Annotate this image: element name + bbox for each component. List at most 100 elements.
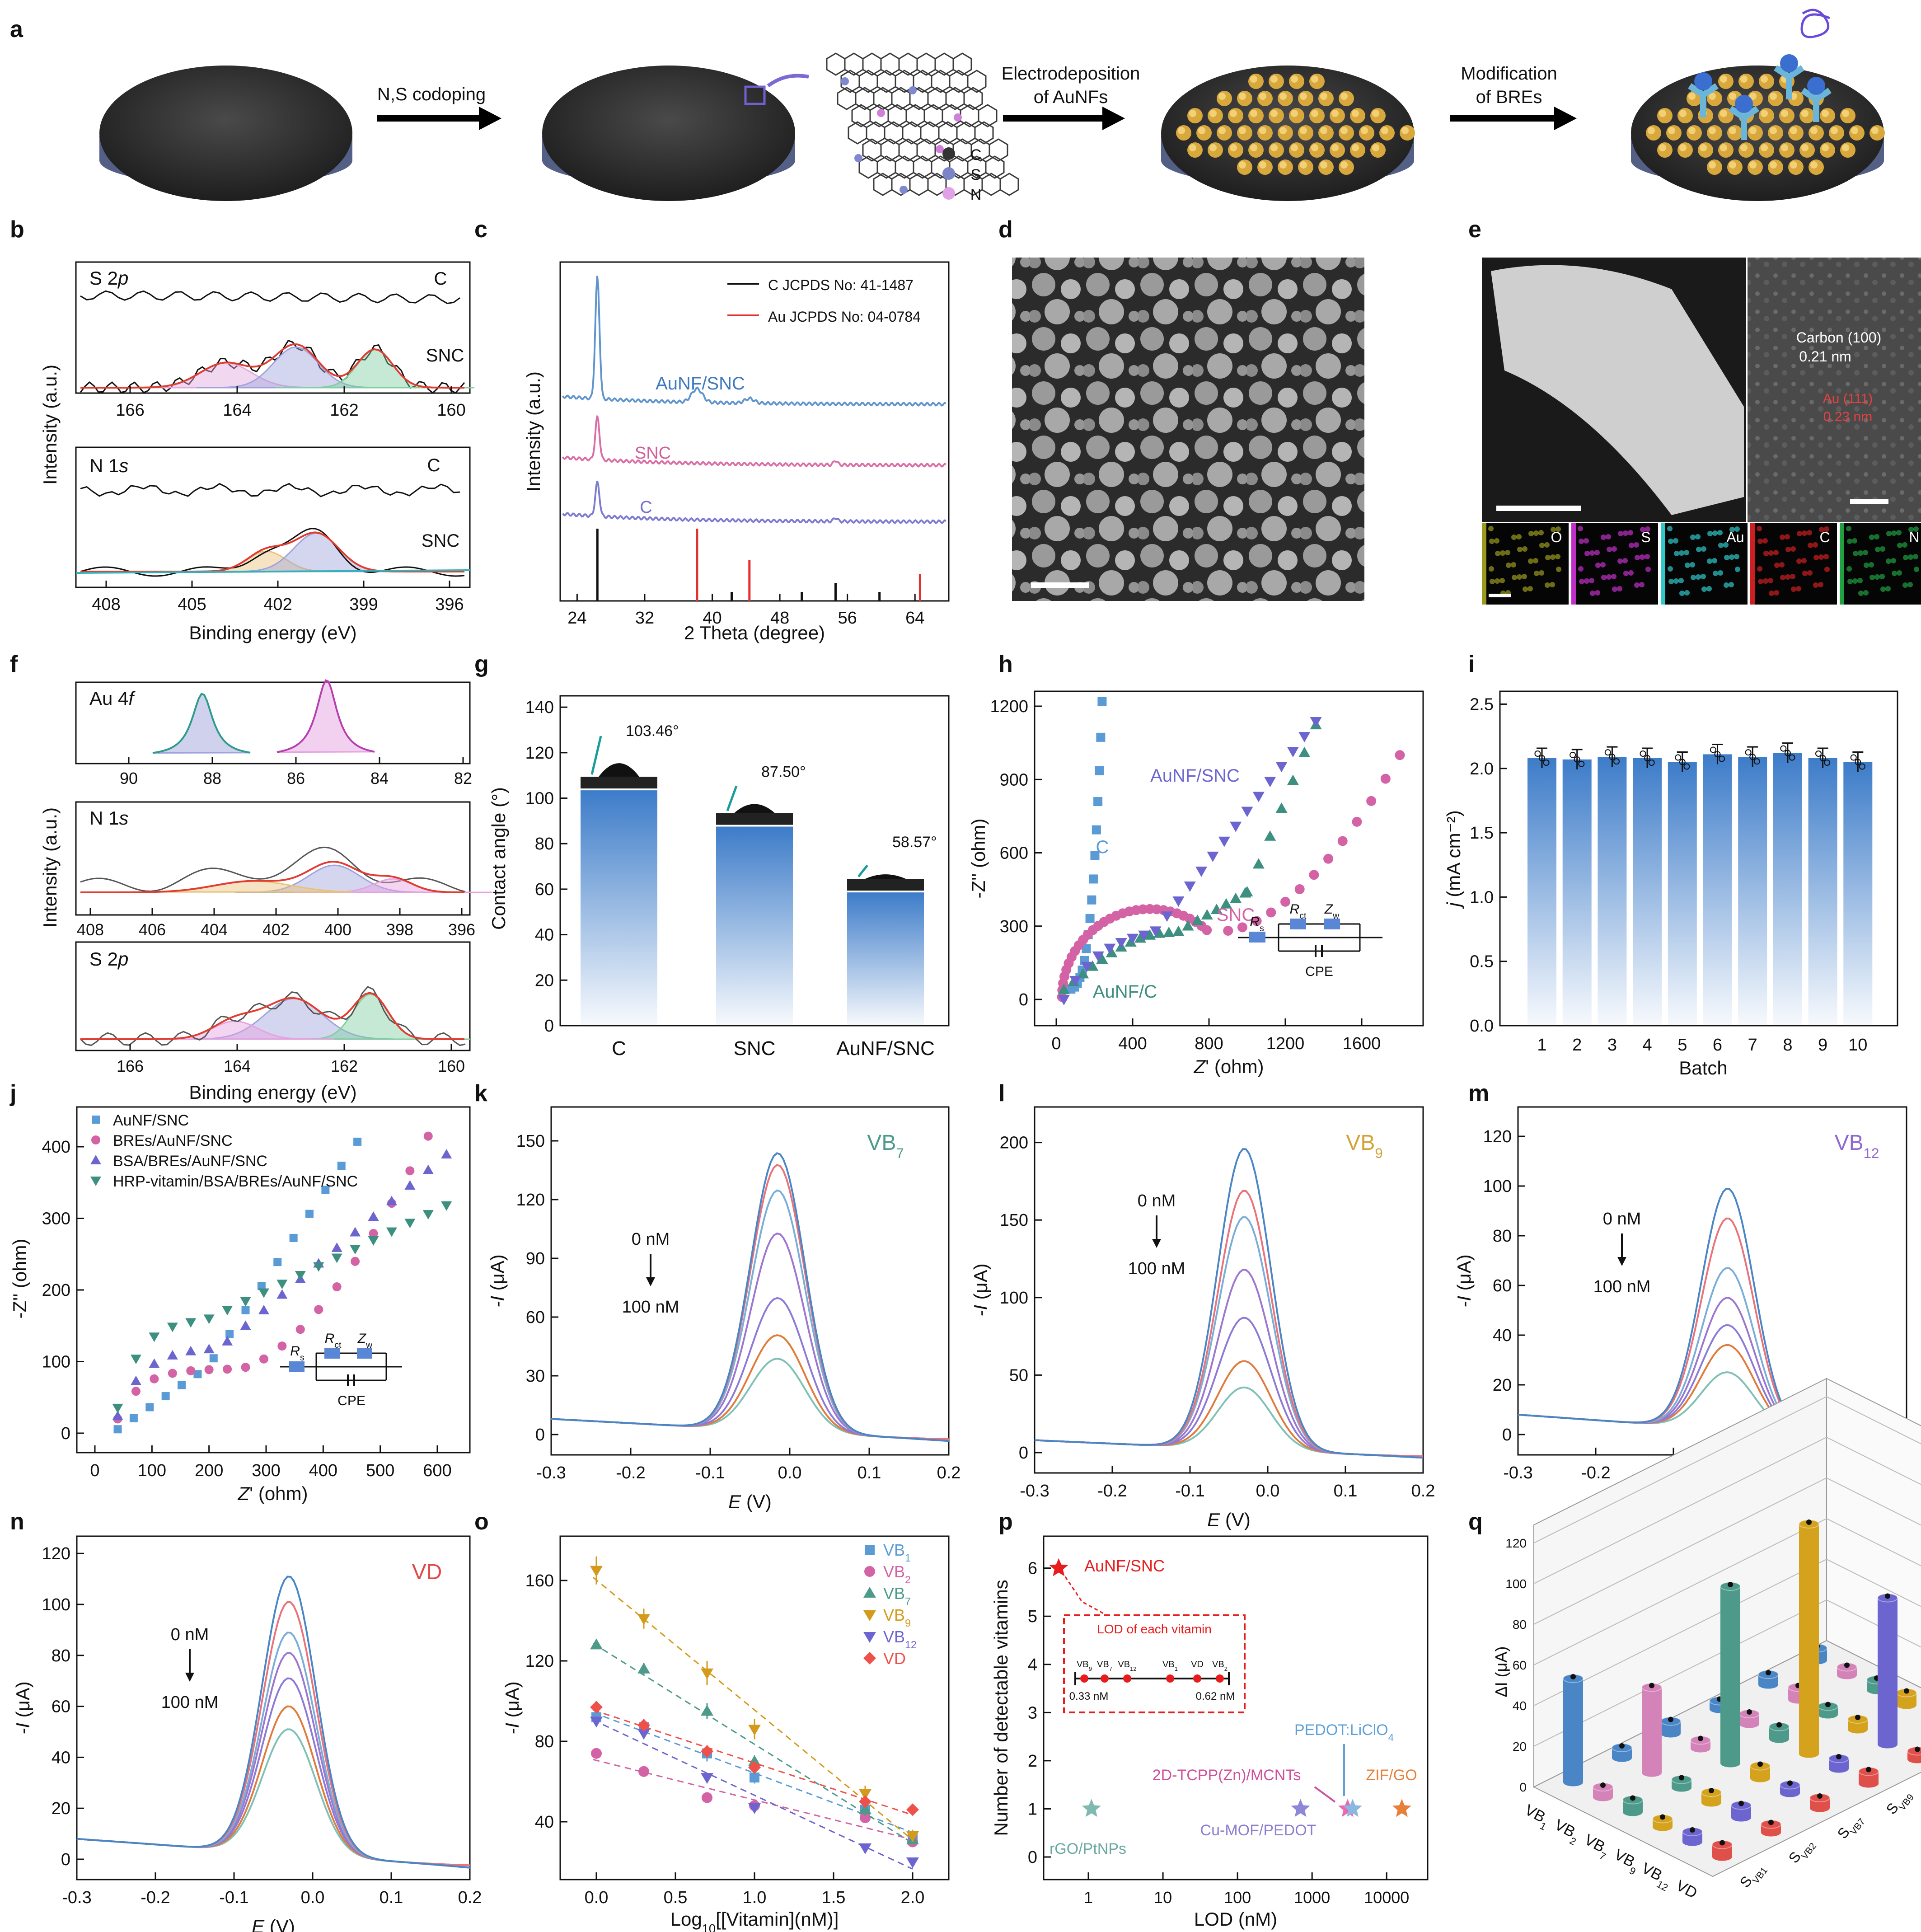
nanoflower-highlight <box>1259 127 1266 134</box>
inset-point <box>1080 1674 1088 1683</box>
nanoflower-highlight <box>1801 144 1809 151</box>
y-tick-label: 0 <box>1502 1426 1512 1444</box>
inset-item-label: VB1 <box>1162 1660 1178 1672</box>
label-part: Log <box>670 1909 702 1930</box>
bar3d-base <box>1682 1838 1702 1846</box>
data-point <box>859 1795 871 1808</box>
eds-dots <box>1645 526 1650 532</box>
eds-dots <box>1494 538 1499 544</box>
x-tick-label: 404 <box>201 920 228 939</box>
category-label: SNC <box>734 1037 776 1060</box>
eds-dots <box>1712 530 1718 536</box>
eds-dots <box>1594 550 1600 555</box>
arrow-head <box>1152 1239 1161 1248</box>
bar3d <box>1642 1687 1662 1773</box>
au-spectrum <box>276 679 375 753</box>
raw-spectrum <box>80 986 466 1046</box>
label-part: p <box>117 267 128 289</box>
y-tick-label: 5 <box>1028 1607 1037 1626</box>
x-tick-label: 100 <box>138 1461 166 1480</box>
xrd-frame <box>559 261 950 602</box>
bar3d-point <box>1915 1746 1920 1752</box>
aunf-c-marker <box>1163 926 1175 937</box>
series-marker <box>186 1366 196 1375</box>
receptor-head <box>1735 95 1753 113</box>
nanoflower-highlight <box>1842 144 1849 151</box>
dpv-curve <box>76 1705 470 1866</box>
aunf-c-marker <box>1077 968 1089 979</box>
snc-marker <box>1352 816 1362 827</box>
x-axis-title: Binding energy (eV) <box>189 622 356 643</box>
x-tick-label: 406 <box>139 920 166 939</box>
bar3d-point <box>1844 1662 1850 1668</box>
eds-dots <box>1734 526 1740 532</box>
y-category-label: SVB7 <box>1834 1810 1867 1844</box>
analyte-title: VB7 <box>867 1131 904 1161</box>
aunf-c-marker <box>1191 914 1204 925</box>
eds-dots <box>1791 586 1796 592</box>
inset-range: 0.33 nM <box>1069 1690 1109 1702</box>
x-axis-title: E (V) <box>1207 1509 1251 1530</box>
concentration-from: 0 nM <box>1138 1191 1176 1210</box>
inset-item-label: VB9 <box>1077 1660 1092 1672</box>
batch-label: 5 <box>1677 1036 1687 1055</box>
step-label: Modification <box>1461 64 1557 84</box>
concentration-to: 100 nM <box>622 1298 679 1317</box>
series-marker <box>222 1336 233 1346</box>
nanoflower-highlight <box>1331 144 1339 151</box>
series-marker <box>223 1365 232 1374</box>
label-part: [[Vitamin](nM)] <box>716 1909 839 1930</box>
rct-label: Rct <box>325 1331 342 1350</box>
label-part: 7 <box>905 1595 911 1607</box>
x-axis-title: 2 Theta (degree) <box>684 622 825 643</box>
label-part: VB <box>1346 1131 1375 1155</box>
panel-label: o <box>474 1509 489 1535</box>
y-axis-title: j (mA cm⁻²) <box>1443 810 1464 909</box>
bar3d-base <box>1818 1710 1838 1719</box>
nanoflower-highlight <box>1270 75 1278 83</box>
series-marker <box>130 1375 141 1385</box>
y-tick-label: 0 <box>1028 1848 1037 1867</box>
electrode-snc-top <box>542 66 795 201</box>
eds-dots <box>1763 551 1769 556</box>
bar3d-base <box>1691 1744 1710 1753</box>
nanoflower-highlight <box>1372 144 1379 151</box>
eds-dots <box>1695 534 1701 539</box>
aunf-c-marker <box>1264 830 1276 841</box>
dpv-curve <box>1034 1386 1424 1459</box>
bar3d-base <box>1642 1768 1662 1777</box>
bar3d-point <box>1747 1709 1752 1715</box>
nanoflower-highlight <box>1230 144 1237 151</box>
label-part: S 2 <box>89 948 118 970</box>
y-tick-label: 300 <box>1000 917 1028 936</box>
c-marker <box>1085 914 1095 923</box>
label-part: S <box>1785 1848 1804 1866</box>
grid-line <box>1826 1599 1921 1648</box>
x-tick-label: 0.2 <box>937 1463 961 1482</box>
bar3d-base <box>1720 1759 1740 1768</box>
panel-b: S 2p C SNC 166 164 162 160 N 1s C SNC 408 405 402 399… <box>39 261 474 643</box>
nanoflower-highlight <box>1761 110 1768 117</box>
eds-dots <box>1690 535 1696 540</box>
x-tick-label: 402 <box>262 920 290 939</box>
water-droplet <box>734 804 775 813</box>
concentration-from: 0 nM <box>632 1230 670 1249</box>
series-label: AuNF/SNC <box>1150 766 1240 786</box>
snc-spectrum <box>80 528 465 577</box>
y-tick-label: 600 <box>1000 844 1028 863</box>
cpe-label: CPE <box>1305 964 1333 979</box>
label-part: VD <box>883 1649 906 1668</box>
x-axis-title: E (V) <box>728 1491 772 1512</box>
label-part: ct <box>334 1340 342 1350</box>
x-tick-label: 399 <box>349 595 378 614</box>
bar3d-base <box>1563 1778 1583 1787</box>
zw-label: Zw <box>357 1331 373 1350</box>
y-tick-label: 80 <box>52 1646 70 1665</box>
series-marker <box>404 1180 416 1190</box>
xps-s2p-frame <box>75 261 471 394</box>
nanoflower-highlight <box>1340 127 1348 134</box>
y-tick-label: 140 <box>525 698 554 717</box>
data-point <box>637 1729 650 1740</box>
bar3d-base <box>1758 1680 1778 1689</box>
x-tick-label: 1.0 <box>743 1888 767 1907</box>
